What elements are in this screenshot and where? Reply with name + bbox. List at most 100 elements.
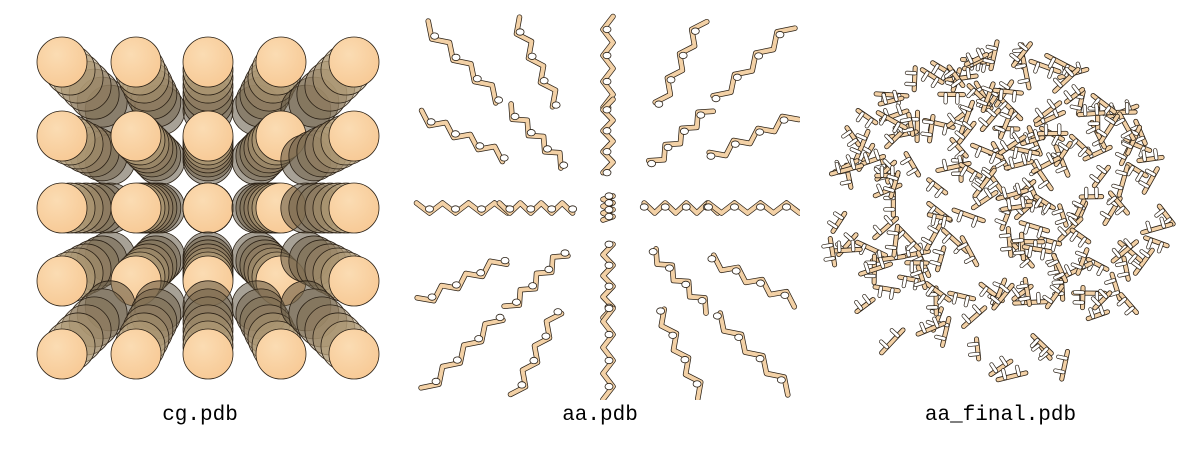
bond <box>1031 333 1053 356</box>
aa-final-molecule <box>821 236 838 268</box>
bond <box>992 283 1014 310</box>
bond <box>1117 165 1129 197</box>
aa-final-molecule <box>899 242 931 260</box>
branch <box>1043 295 1053 304</box>
branch <box>1098 289 1108 299</box>
bond <box>970 143 1004 160</box>
aa-final-molecule <box>966 336 982 362</box>
branch <box>874 149 880 160</box>
cg-bead <box>328 110 380 162</box>
branch <box>902 127 914 133</box>
branch <box>1038 180 1049 189</box>
aa-final-molecule <box>1069 227 1092 248</box>
aa-final-molecule <box>1076 103 1106 118</box>
branch <box>973 195 981 206</box>
branch <box>999 81 1010 90</box>
branch <box>1000 112 1011 119</box>
bond <box>945 74 978 82</box>
branch <box>856 133 867 140</box>
bond <box>925 223 942 251</box>
cg-bead <box>328 182 380 234</box>
branch <box>981 170 991 179</box>
branch <box>921 71 929 82</box>
branch <box>1019 296 1030 301</box>
cg-bead <box>328 255 380 307</box>
branch <box>1145 169 1156 177</box>
aa-molecule-4-0 <box>418 313 506 391</box>
aa-final-molecule <box>1014 55 1032 91</box>
branch <box>955 150 965 159</box>
branch <box>876 184 883 195</box>
aa-molecule-1-4 <box>706 113 800 160</box>
branch <box>1070 105 1081 110</box>
branch <box>862 294 871 304</box>
cg-bead <box>110 182 162 234</box>
branch <box>995 219 1006 225</box>
aa-final-molecule <box>855 107 879 129</box>
aa-final-molecule <box>1136 148 1165 164</box>
atom <box>712 312 722 320</box>
aa-final-molecule <box>1066 198 1087 226</box>
bond <box>711 253 797 309</box>
aa-final-molecule <box>883 170 901 200</box>
branch <box>1012 287 1020 298</box>
atom <box>681 203 691 211</box>
branch <box>1013 147 1018 159</box>
branch <box>1000 140 1008 151</box>
bond <box>1118 240 1143 262</box>
aa-final-molecule <box>910 264 928 291</box>
aa-final-molecule <box>1069 89 1086 117</box>
branch <box>934 335 946 341</box>
branch <box>1047 99 1056 109</box>
branch <box>1040 249 1046 260</box>
atom <box>666 76 676 84</box>
aa-final-molecule-cloud <box>821 39 1176 383</box>
branch <box>1053 272 1064 280</box>
branch <box>1075 251 1087 258</box>
aa-final-molecule <box>884 223 901 258</box>
branch <box>999 89 1003 101</box>
aa-final-molecule <box>982 39 1000 72</box>
bond <box>1019 221 1050 233</box>
branch <box>1030 201 1036 212</box>
bead-stack-4-0 <box>36 280 136 380</box>
aa-final-molecule <box>1116 292 1139 316</box>
cg-bead-lattice <box>36 36 380 380</box>
branch <box>1053 369 1065 374</box>
atom <box>475 142 485 150</box>
aa-final-molecule <box>970 187 999 211</box>
aa-final-molecule <box>1029 333 1054 357</box>
atom <box>500 257 510 265</box>
bond <box>989 40 999 71</box>
branch <box>1031 343 1042 351</box>
atom <box>754 52 764 60</box>
atom <box>604 240 614 248</box>
aa-final-molecule <box>1051 203 1069 228</box>
aa-final-molecule <box>993 107 1015 140</box>
bond <box>426 19 498 105</box>
aa-final-molecule <box>875 110 908 133</box>
bond <box>996 371 1028 382</box>
atom <box>755 355 765 363</box>
branch <box>962 314 971 324</box>
aa-final-molecule <box>1016 276 1032 307</box>
bond <box>1004 159 1034 170</box>
branch <box>1018 42 1028 51</box>
branch <box>1043 203 1051 214</box>
caption-aa-final: aa_final.pdb <box>924 404 1077 427</box>
panel-cg-model: cg.pdb <box>0 0 400 450</box>
branch <box>971 216 978 227</box>
bond <box>981 82 995 113</box>
bond <box>996 188 1028 201</box>
aa-final-molecule <box>1072 284 1086 311</box>
branch <box>1091 297 1101 306</box>
aa-final-molecule <box>1018 220 1051 239</box>
branch <box>1104 278 1116 285</box>
branch <box>947 113 956 123</box>
aa-final-molecule <box>904 260 930 274</box>
branch <box>887 174 898 181</box>
branch <box>1048 270 1059 275</box>
atom <box>782 203 791 211</box>
bond <box>1054 145 1070 177</box>
atom <box>602 127 612 135</box>
